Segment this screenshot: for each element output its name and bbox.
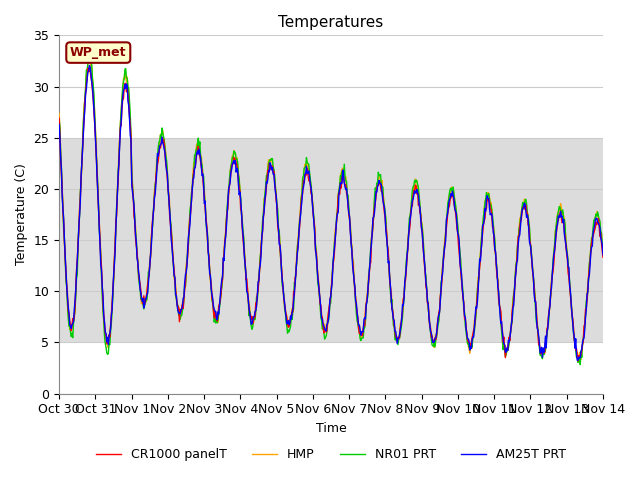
CR1000 panelT bbox=[177, 310, 185, 315]
HMP bbox=[55, 110, 63, 116]
HMP bbox=[206, 266, 214, 272]
HMP bbox=[599, 246, 607, 252]
AM25T PRT bbox=[86, 62, 93, 68]
CR1000 panelT bbox=[599, 254, 607, 260]
HMP bbox=[122, 74, 129, 80]
AM25T PRT bbox=[573, 357, 581, 363]
CR1000 panelT bbox=[55, 115, 63, 121]
Line: AM25T PRT: AM25T PRT bbox=[59, 65, 603, 360]
Line: CR1000 panelT: CR1000 panelT bbox=[59, 67, 603, 361]
NR01 PRT bbox=[206, 266, 214, 272]
Y-axis label: Temperature (C): Temperature (C) bbox=[15, 164, 28, 265]
HMP bbox=[65, 319, 73, 324]
AM25T PRT bbox=[599, 252, 607, 258]
NR01 PRT bbox=[177, 312, 185, 318]
AM25T PRT bbox=[414, 191, 422, 196]
HMP bbox=[398, 319, 406, 324]
Legend: CR1000 panelT, HMP, NR01 PRT, AM25T PRT: CR1000 panelT, HMP, NR01 PRT, AM25T PRT bbox=[92, 443, 571, 466]
CR1000 panelT bbox=[398, 314, 406, 320]
NR01 PRT bbox=[65, 324, 73, 329]
NR01 PRT bbox=[577, 362, 584, 368]
CR1000 panelT bbox=[65, 310, 73, 316]
NR01 PRT bbox=[414, 181, 422, 187]
CR1000 panelT bbox=[414, 189, 422, 195]
AM25T PRT bbox=[122, 86, 129, 92]
HMP bbox=[574, 358, 582, 363]
AM25T PRT bbox=[65, 311, 73, 316]
NR01 PRT bbox=[55, 116, 63, 122]
AM25T PRT bbox=[177, 307, 185, 312]
CR1000 panelT bbox=[122, 81, 129, 86]
Bar bbox=[59, 138, 603, 342]
Title: Temperatures: Temperatures bbox=[278, 15, 383, 30]
Text: WP_met: WP_met bbox=[70, 46, 127, 59]
CR1000 panelT bbox=[86, 64, 93, 70]
CR1000 panelT bbox=[206, 268, 214, 274]
Line: HMP: HMP bbox=[59, 60, 603, 360]
Line: NR01 PRT: NR01 PRT bbox=[59, 53, 603, 365]
X-axis label: Time: Time bbox=[316, 422, 346, 435]
HMP bbox=[86, 57, 94, 62]
HMP bbox=[414, 185, 422, 191]
AM25T PRT bbox=[206, 271, 214, 276]
HMP bbox=[177, 311, 185, 316]
NR01 PRT bbox=[86, 50, 93, 56]
NR01 PRT bbox=[398, 321, 406, 327]
AM25T PRT bbox=[398, 315, 406, 321]
CR1000 panelT bbox=[574, 358, 582, 364]
NR01 PRT bbox=[122, 66, 129, 72]
NR01 PRT bbox=[599, 247, 607, 252]
AM25T PRT bbox=[55, 121, 63, 127]
